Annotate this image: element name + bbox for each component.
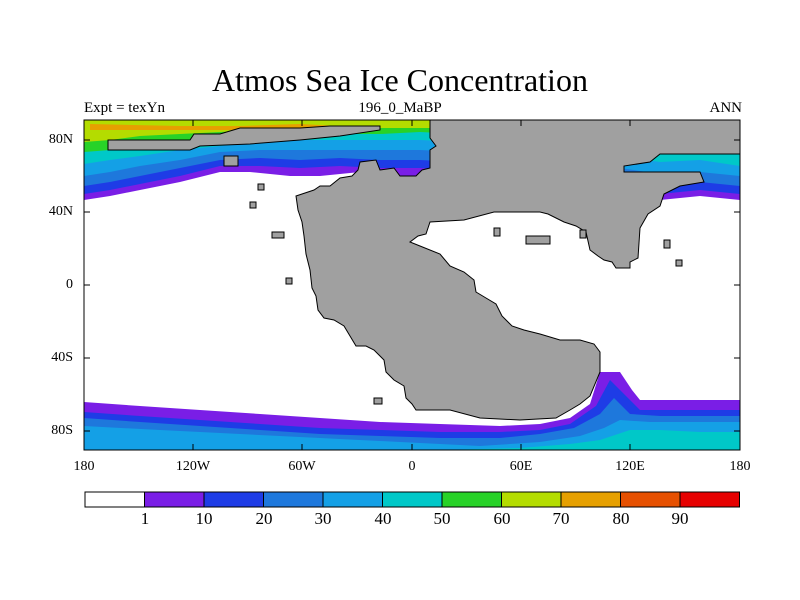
island xyxy=(257,183,265,191)
colorbar-label: 50 xyxy=(433,509,451,528)
ice-band-70 xyxy=(90,124,380,130)
colorbar-label: 1 xyxy=(140,509,150,528)
colorbar-label: 60 xyxy=(493,509,511,528)
ice-band-40 xyxy=(440,430,740,450)
lon-label: 60W xyxy=(288,459,316,474)
lat-label: 0 xyxy=(66,277,73,292)
colorbar-label: 20 xyxy=(255,509,273,528)
colorbar-box xyxy=(441,491,502,508)
season-label: ANN xyxy=(709,100,743,116)
experiment-label: Expt = texYn xyxy=(84,100,165,116)
island xyxy=(663,239,671,249)
arctic-land-west xyxy=(107,125,381,151)
island xyxy=(493,227,501,237)
lat-ticks xyxy=(84,139,740,432)
lon-label: 180 xyxy=(73,459,95,474)
island xyxy=(285,277,293,285)
colorbar-box xyxy=(501,491,562,508)
island xyxy=(223,155,239,167)
island xyxy=(525,235,551,245)
colorbar-label: 30 xyxy=(314,509,332,528)
south-ice-field xyxy=(84,372,740,450)
lon-ticks xyxy=(192,120,631,450)
colorbar-label: 80 xyxy=(612,509,630,528)
time-label: 196_0_MaBP xyxy=(358,100,442,116)
colorbar-box xyxy=(263,491,324,508)
colorbar-box xyxy=(560,491,621,508)
colorbar-label: 70 xyxy=(552,509,570,528)
lon-label: 180 xyxy=(729,459,751,474)
lat-label: 40S xyxy=(51,350,73,365)
island xyxy=(579,229,587,239)
lat-label: 80N xyxy=(48,132,73,147)
colorbar xyxy=(84,491,740,508)
colorbar-box xyxy=(382,491,443,508)
colorbar-label: 90 xyxy=(671,509,689,528)
ice-band-30 xyxy=(84,420,740,450)
island xyxy=(271,231,285,239)
lon-label: 120E xyxy=(615,459,645,474)
colorbar-box xyxy=(679,491,740,508)
map-title: Atmos Sea Ice Concentration xyxy=(212,62,588,98)
colorbar-label: 40 xyxy=(374,509,392,528)
island xyxy=(249,201,257,209)
lon-label: 60E xyxy=(509,459,533,474)
lon-label: 120W xyxy=(175,459,211,474)
lat-label: 40N xyxy=(48,204,73,219)
colorbar-box xyxy=(84,491,145,508)
island xyxy=(675,259,683,267)
colorbar-box xyxy=(203,491,264,508)
lat-label: 80S xyxy=(51,423,73,438)
colorbar-box xyxy=(620,491,681,508)
colorbar-box xyxy=(144,491,205,508)
island xyxy=(373,397,383,405)
supercontinent xyxy=(295,119,741,421)
colorbar-box xyxy=(322,491,383,508)
colorbar-label: 10 xyxy=(195,509,213,528)
lon-label: 0 xyxy=(408,459,416,474)
land-masses xyxy=(107,119,741,421)
